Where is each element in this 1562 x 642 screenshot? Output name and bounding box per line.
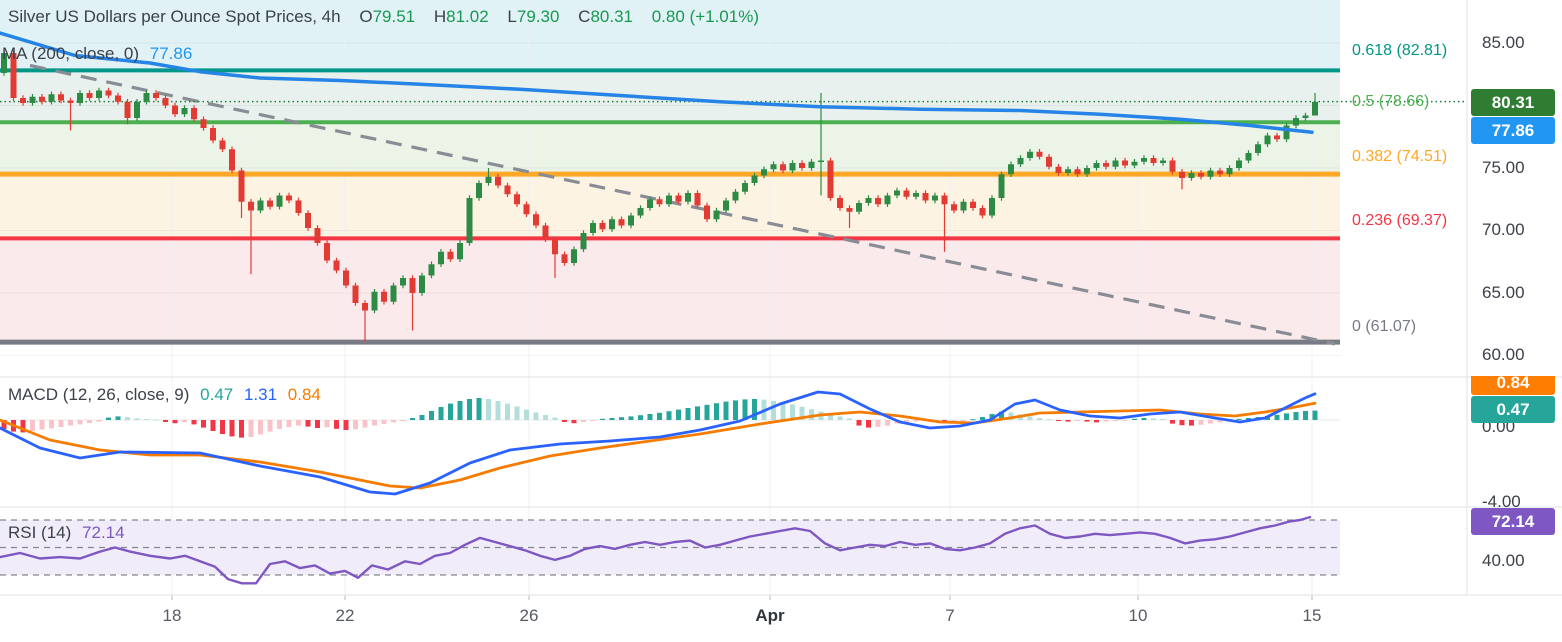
ohlc-low-label: L: [507, 7, 517, 26]
date-label-22: 22: [335, 606, 355, 625]
macd-hist-value: 0.47: [200, 385, 234, 404]
date-label-apr: Apr: [755, 606, 785, 625]
macd-legend-label: MACD (12, 26, close, 9): [8, 385, 190, 404]
date-label-18: 18: [162, 606, 182, 625]
fib-label-0: 0 (61.07): [1352, 318, 1417, 335]
rsi-legend-value: 72.14: [82, 523, 125, 542]
date-label-15: 15: [1302, 606, 1322, 625]
ma-value-badge: 77.86: [1471, 117, 1555, 144]
ohlc-open-label: O: [359, 7, 373, 26]
rsi-legend-label: RSI (14): [8, 523, 72, 542]
date-label-10: 10: [1128, 606, 1148, 625]
rsi-legend[interactable]: RSI (14) 72.14: [8, 523, 125, 543]
price-tick-70: 70.00: [1482, 220, 1525, 239]
ohlc-close-value: 80.31: [590, 7, 633, 26]
change-value: 0.80 (+1.01%): [651, 7, 759, 26]
fib-band: [0, 122, 1340, 175]
ohlc-open-value: 79.51: [372, 7, 416, 26]
fib-label-0382: 0.382 (74.51): [1352, 148, 1448, 165]
macd-hist-badge: 0.47: [1471, 396, 1555, 423]
trendline: [29, 63, 1336, 346]
ohlc-low-value: 79.30: [516, 7, 560, 26]
fib-label-0618: 0.618 (82.81): [1352, 42, 1448, 59]
symbol-legend[interactable]: Silver US Dollars per Ounce Spot Prices,…: [8, 7, 759, 27]
fib-label-0236: 0.236 (69.37): [1352, 212, 1448, 229]
ohlc-close-label: C: [578, 7, 591, 26]
fib-band: [0, 238, 1340, 343]
fib-label-05: 0.5 (78.66): [1352, 93, 1430, 110]
date-label-26: 26: [519, 606, 539, 625]
ohlc-high-label: H: [433, 7, 447, 26]
price-tick-65: 65.00: [1482, 283, 1525, 302]
symbol-title: Silver US Dollars per Ounce Spot Prices,…: [8, 7, 341, 26]
fib-band: [0, 70, 1340, 123]
ma-legend-value: 77.86: [149, 44, 193, 63]
macd-signal-badge: 0.84: [1471, 374, 1555, 395]
price-tick-60: 60.00: [1482, 345, 1525, 364]
rsi-value-badge: 72.14: [1471, 508, 1555, 535]
fib-band: [0, 174, 1340, 239]
last-price-badge: 80.31: [1471, 89, 1555, 116]
macd-tick-neg4: -4.00: [1482, 492, 1521, 511]
fib-band: [0, 0, 1340, 71]
macd-signal-value: 0.84: [287, 385, 321, 404]
candles: [1, 50, 1318, 342]
macd-legend[interactable]: MACD (12, 26, close, 9) 0.47 1.31 0.84: [8, 385, 321, 405]
price-tick-85: 85.00: [1482, 33, 1525, 52]
date-label-7: 7: [945, 606, 955, 625]
ma-legend-label: MA (200, close, 0): [2, 44, 140, 63]
ma-legend[interactable]: MA (200, close, 0) 77.86: [2, 44, 192, 64]
rsi-tick-40: 40.00: [1482, 551, 1525, 570]
macd-line-value: 1.31: [243, 385, 278, 404]
price-tick-75: 75.00: [1482, 158, 1525, 177]
ohlc-high-value: 81.02: [446, 7, 489, 26]
